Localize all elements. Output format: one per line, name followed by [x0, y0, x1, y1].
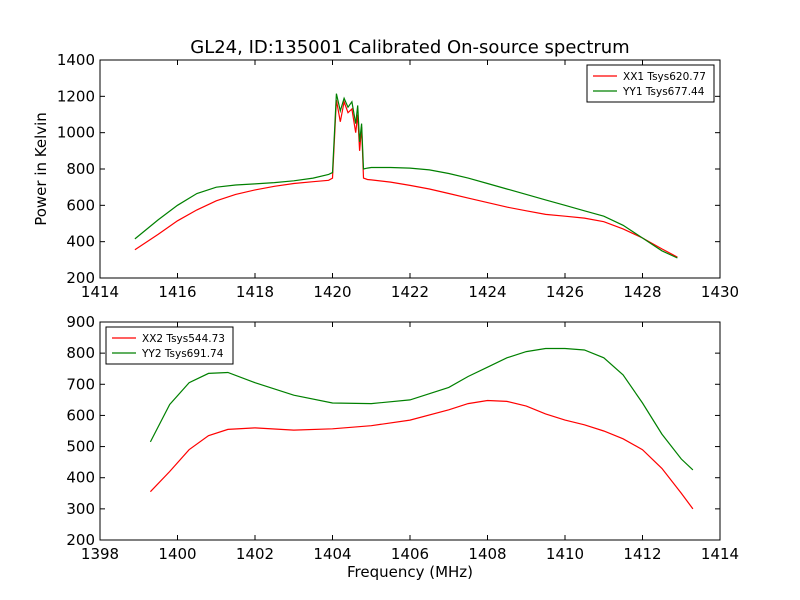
y-tick-label: 1400	[57, 51, 95, 69]
y-tick-label: 900	[66, 313, 95, 331]
legend-label: XX1 Tsys620.77	[623, 71, 706, 83]
y-tick-label: 600	[66, 406, 95, 424]
y-tick-label: 600	[66, 196, 95, 214]
series-line-yy1	[134, 93, 678, 259]
y-tick-label: 800	[66, 160, 95, 178]
y-tick-label: 700	[66, 375, 95, 393]
x-axis-label: Frequency (MHz)	[347, 563, 473, 581]
x-tick-label: 1400	[158, 545, 196, 563]
figure-title: GL24, ID:135001 Calibrated On-source spe…	[190, 37, 629, 58]
x-tick-label: 1426	[546, 283, 584, 301]
y-tick-label: 500	[66, 438, 95, 456]
series-line-xx1	[134, 99, 678, 258]
x-tick-label: 1408	[468, 545, 506, 563]
legend-label: YY1 Tsys677.44	[622, 86, 705, 98]
legend-box	[105, 326, 234, 365]
x-tick-label: 1430	[701, 283, 739, 301]
y-axis-label: Power in Kelvin	[32, 112, 50, 226]
legend-label: YY2 Tsys691.74	[141, 348, 224, 360]
y-tick-label: 300	[66, 500, 95, 518]
y-tick-label: 1200	[57, 87, 95, 105]
x-tick-label: 1414	[701, 545, 739, 563]
x-tick-label: 1414	[81, 283, 119, 301]
legend-label: XX2 Tsys544.73	[142, 333, 225, 345]
x-tick-label: 1412	[623, 545, 661, 563]
legend-box	[586, 64, 715, 103]
x-tick-label: 1422	[391, 283, 429, 301]
y-tick-label: 1000	[57, 124, 95, 142]
x-tick-label: 1406	[391, 545, 429, 563]
top-spectrum-plot: 1414 1416 1418 1420 1422 1424 1426 1428 1430 200 4…	[57, 51, 739, 301]
y-tick-label: 800	[66, 344, 95, 362]
x-tick-label: 1404	[313, 545, 351, 563]
bottom-spectrum-plot: 1398 1400 1402 1404 1406 1408 1410 1412 1414 200 3…	[66, 313, 739, 563]
y-tick-label: 400	[66, 469, 95, 487]
x-tick-label: 1410	[546, 545, 584, 563]
y-tick-label: 200	[66, 531, 95, 549]
legend: XX2 Tsys544.73 YY2 Tsys691.74	[105, 326, 234, 365]
y-tick-label: 200	[66, 269, 95, 287]
x-tick-label: 1416	[158, 283, 196, 301]
x-tick-label: 1420	[313, 283, 351, 301]
legend: XX1 Tsys620.77 YY1 Tsys677.44	[586, 64, 715, 103]
x-tick-label: 1402	[236, 545, 274, 563]
series-line-yy2	[149, 347, 694, 471]
series-line-xx2	[149, 399, 694, 510]
x-tick-label: 1398	[81, 545, 119, 563]
y-tick-label: 400	[66, 233, 95, 251]
x-tick-label: 1428	[623, 283, 661, 301]
x-tick-label: 1418	[236, 283, 274, 301]
x-tick-label: 1424	[468, 283, 506, 301]
